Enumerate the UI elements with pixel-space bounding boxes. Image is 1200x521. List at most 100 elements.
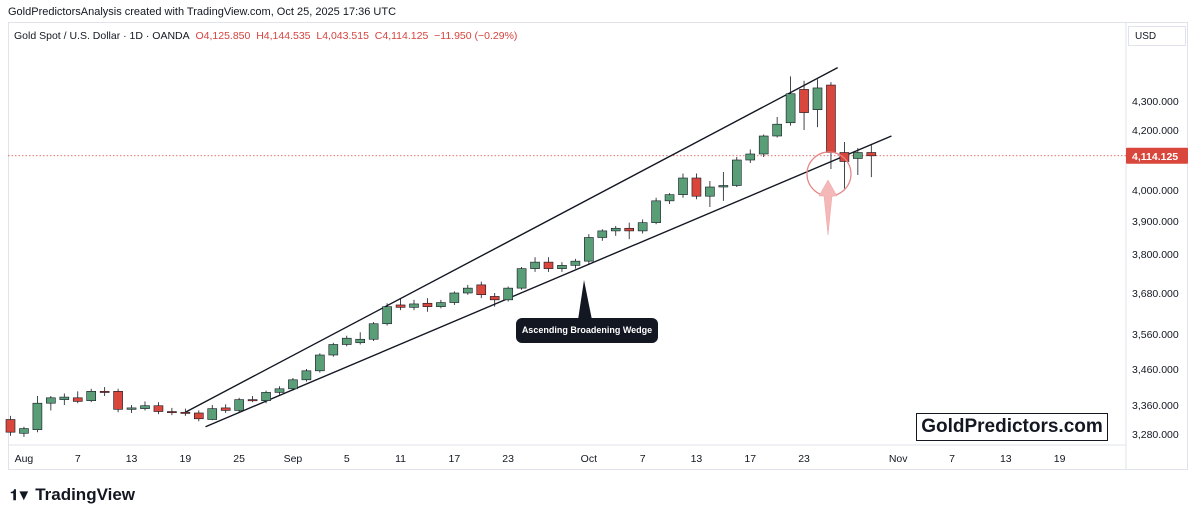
candle[interactable] xyxy=(624,222,635,240)
candle-body xyxy=(140,405,150,409)
candle[interactable] xyxy=(46,396,56,411)
candle[interactable] xyxy=(436,299,446,309)
candle-body xyxy=(758,135,769,155)
candle[interactable] xyxy=(678,173,688,198)
candle[interactable] xyxy=(570,258,581,269)
candle[interactable] xyxy=(126,405,137,413)
candle[interactable] xyxy=(758,134,769,158)
candle[interactable] xyxy=(153,402,164,415)
candle[interactable] xyxy=(409,299,419,311)
candle[interactable] xyxy=(610,225,621,236)
candle[interactable] xyxy=(301,369,312,382)
candle[interactable] xyxy=(19,426,29,437)
candle[interactable] xyxy=(167,407,177,416)
candle-body xyxy=(853,152,863,159)
candle-body xyxy=(516,268,527,289)
candle[interactable] xyxy=(86,388,96,403)
candle[interactable] xyxy=(543,257,554,272)
candle[interactable] xyxy=(261,390,271,404)
price-tick-label: 3,560.000 xyxy=(1132,329,1179,341)
candle[interactable] xyxy=(220,404,231,413)
chart-frame xyxy=(8,22,1188,470)
candle[interactable] xyxy=(785,76,796,126)
time-tick-label: 13 xyxy=(691,453,703,465)
candle[interactable] xyxy=(32,396,43,433)
candle[interactable] xyxy=(664,193,675,204)
candle[interactable] xyxy=(866,145,877,178)
candle[interactable] xyxy=(5,415,16,436)
tradingview-logo[interactable]: 𝟏▼ TradingView xyxy=(10,485,135,505)
symbol-legend: Gold Spot / U.S. Dollar · 1D · OANDA O4,… xyxy=(14,30,517,42)
candle[interactable] xyxy=(584,234,594,264)
candle-body xyxy=(799,89,809,113)
currency-button[interactable]: USD xyxy=(1128,26,1186,46)
candle[interactable] xyxy=(234,397,244,413)
candle[interactable] xyxy=(745,149,756,164)
candle-body xyxy=(99,391,110,393)
candle-body xyxy=(839,152,850,162)
candle[interactable] xyxy=(422,298,433,312)
candle[interactable] xyxy=(207,405,218,421)
candle[interactable] xyxy=(597,229,608,241)
candle-body xyxy=(395,304,406,308)
price-tick-label: 3,460.000 xyxy=(1132,364,1179,376)
trendline-upper xyxy=(185,67,839,413)
candle-body xyxy=(610,227,621,232)
candle-body xyxy=(153,405,164,412)
candle-body xyxy=(368,323,379,340)
candle[interactable] xyxy=(382,303,392,326)
candle[interactable] xyxy=(247,396,258,403)
candle[interactable] xyxy=(718,172,729,201)
candle-body xyxy=(812,87,823,110)
candle[interactable] xyxy=(355,332,366,345)
candle[interactable] xyxy=(449,291,460,305)
candle[interactable] xyxy=(637,219,648,234)
candle[interactable] xyxy=(799,80,809,130)
candle-body xyxy=(543,261,554,269)
candle[interactable] xyxy=(328,342,339,357)
candle-body xyxy=(341,337,352,345)
candle[interactable] xyxy=(489,293,500,307)
candle[interactable] xyxy=(368,322,379,341)
candle[interactable] xyxy=(516,267,527,290)
candle[interactable] xyxy=(395,298,406,311)
candle[interactable] xyxy=(772,116,782,138)
candle[interactable] xyxy=(503,286,513,302)
pattern-annotation[interactable]: Ascending Broadening Wedge xyxy=(516,318,658,343)
candle[interactable] xyxy=(341,335,352,347)
time-tick-label: 7 xyxy=(75,453,81,465)
price-tick-label: 4,000.000 xyxy=(1132,185,1179,197)
trendline-lower xyxy=(205,135,892,428)
candle[interactable] xyxy=(691,173,702,200)
candle[interactable] xyxy=(194,410,204,422)
candle[interactable] xyxy=(99,387,110,396)
candle[interactable] xyxy=(140,401,150,411)
candle[interactable] xyxy=(274,386,285,395)
candle[interactable] xyxy=(530,257,540,272)
candle[interactable] xyxy=(853,148,863,175)
candle-body xyxy=(409,303,419,308)
time-tick-label: 19 xyxy=(1054,453,1066,465)
candle[interactable] xyxy=(651,197,661,225)
candle[interactable] xyxy=(59,393,70,405)
candle[interactable] xyxy=(315,353,325,373)
candle[interactable] xyxy=(705,181,715,208)
candle-body xyxy=(476,284,487,296)
candle[interactable] xyxy=(812,79,823,128)
candle[interactable] xyxy=(476,281,487,299)
candle-body xyxy=(449,292,460,303)
candle[interactable] xyxy=(113,388,123,413)
candle[interactable] xyxy=(288,378,298,391)
time-tick-label: 25 xyxy=(233,453,245,465)
candle[interactable] xyxy=(731,157,742,187)
candle[interactable] xyxy=(839,142,850,189)
candle-body xyxy=(745,153,756,161)
candle-body xyxy=(489,296,500,301)
candle[interactable] xyxy=(180,408,191,416)
candle[interactable] xyxy=(462,284,473,295)
candle-body xyxy=(678,177,688,195)
candle[interactable] xyxy=(72,391,83,404)
candle[interactable] xyxy=(557,262,567,272)
candle-body xyxy=(584,237,594,262)
